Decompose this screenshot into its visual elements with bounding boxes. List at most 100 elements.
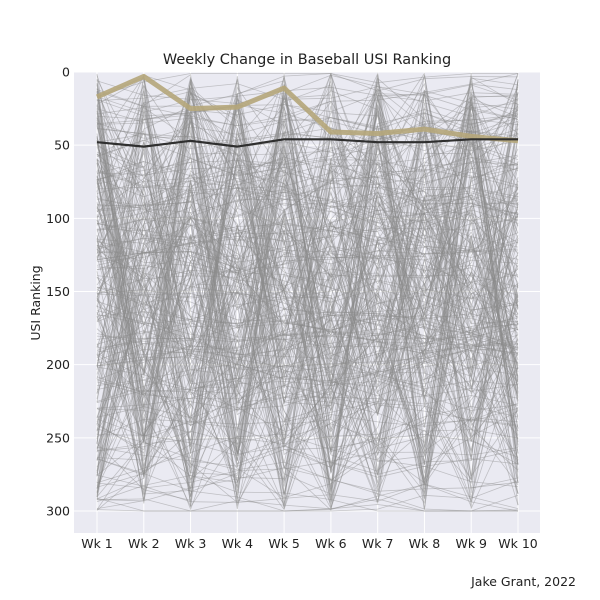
background-series-line	[96, 95, 519, 402]
background-series-line	[96, 296, 519, 325]
background-series-line	[96, 126, 519, 495]
background-series-line	[96, 192, 519, 495]
background-series-line	[96, 78, 519, 494]
background-series-line	[96, 103, 519, 343]
background-series-line	[96, 74, 519, 500]
background-series-line	[96, 84, 519, 415]
background-series-line	[96, 78, 519, 503]
background-series-line	[96, 75, 519, 473]
background-series-line	[96, 348, 519, 397]
background-series-line	[96, 102, 519, 490]
background-series-line	[96, 73, 519, 498]
background-series-line	[96, 211, 519, 511]
background-series-line	[96, 387, 519, 437]
background-series-line	[96, 136, 519, 460]
background-series-line	[96, 91, 519, 485]
background-series-line	[96, 157, 519, 216]
background-series-line	[96, 80, 519, 498]
background-series-line	[96, 329, 519, 373]
background-series-line	[96, 95, 519, 495]
background-series-line	[96, 76, 519, 508]
background-series-line	[96, 94, 519, 469]
background-series-line	[96, 114, 519, 492]
background-series-line	[96, 104, 519, 421]
average-series-line	[96, 138, 518, 148]
background-series-line	[96, 86, 519, 485]
background-series-line	[96, 72, 519, 484]
y-tick-label: 250	[46, 430, 70, 445]
background-series-line	[96, 158, 519, 432]
background-series-line	[96, 90, 519, 461]
background-series-line	[96, 73, 519, 501]
background-series-line	[96, 73, 519, 479]
background-series-line	[96, 244, 519, 287]
x-tick-label: Wk 9	[455, 536, 487, 551]
background-series-line	[96, 84, 519, 498]
background-series-line	[96, 87, 519, 449]
background-series-line	[96, 168, 519, 198]
background-series-line	[96, 124, 519, 510]
background-series-line	[96, 138, 519, 510]
background-series-line	[96, 78, 519, 394]
background-series-line	[96, 84, 519, 500]
background-series-line	[96, 132, 519, 477]
background-series-line	[96, 91, 519, 503]
background-series-line	[96, 322, 519, 344]
background-series-line	[96, 326, 519, 356]
background-series-line	[96, 255, 519, 511]
background-series-line	[96, 169, 519, 220]
credit-text: Jake Grant, 2022	[471, 574, 576, 589]
background-series-line	[96, 373, 519, 395]
background-series-line	[96, 82, 519, 475]
background-series-line	[96, 112, 519, 495]
background-series-line	[96, 101, 519, 452]
background-series-line	[96, 86, 519, 484]
background-series-line	[96, 75, 519, 471]
background-series-line	[96, 310, 519, 341]
background-series-line	[96, 132, 519, 465]
background-series-line	[96, 306, 519, 352]
background-series-line	[96, 129, 519, 494]
background-series-line	[96, 92, 519, 395]
background-series-line	[96, 126, 519, 150]
background-series-line	[96, 141, 519, 480]
background-series-line	[96, 112, 519, 476]
background-series-line	[96, 209, 519, 242]
x-tick-label: Wk 10	[498, 536, 538, 551]
background-series-line	[96, 104, 519, 138]
background-series-line	[96, 109, 519, 478]
background-series-line	[96, 102, 519, 481]
x-tick-label: Wk 7	[362, 536, 394, 551]
background-series-line	[96, 133, 519, 177]
background-series-line	[96, 79, 519, 430]
highlight-series	[95, 73, 519, 148]
background-series-line	[96, 76, 519, 501]
background-series-line	[96, 91, 519, 465]
background-series-line	[96, 121, 519, 471]
background-series-line	[96, 159, 519, 503]
background-series-line	[96, 108, 519, 456]
background-series-line	[96, 190, 519, 217]
background-series-line	[96, 347, 519, 390]
background-series-line	[96, 78, 519, 470]
background-series-line	[96, 96, 519, 453]
background-series-line	[96, 134, 519, 454]
background-series-line	[96, 170, 519, 486]
background-series-line	[96, 298, 519, 340]
background-series-line	[96, 99, 519, 483]
background-series-line	[96, 102, 519, 497]
background-series-line	[96, 80, 519, 505]
background-series-line	[96, 77, 519, 473]
background-series-line	[96, 274, 519, 299]
background-series-line	[96, 79, 519, 459]
background-series-line	[96, 205, 519, 238]
y-tick-label: 300	[46, 504, 70, 519]
background-series-line	[96, 144, 519, 416]
background-series-line	[96, 73, 519, 97]
background-series-line	[96, 313, 519, 367]
y-tick-label: 200	[46, 357, 70, 372]
background-series-line	[96, 334, 519, 409]
background-series-line	[96, 102, 519, 476]
background-series-line	[96, 119, 519, 455]
background-series-line	[96, 98, 519, 474]
